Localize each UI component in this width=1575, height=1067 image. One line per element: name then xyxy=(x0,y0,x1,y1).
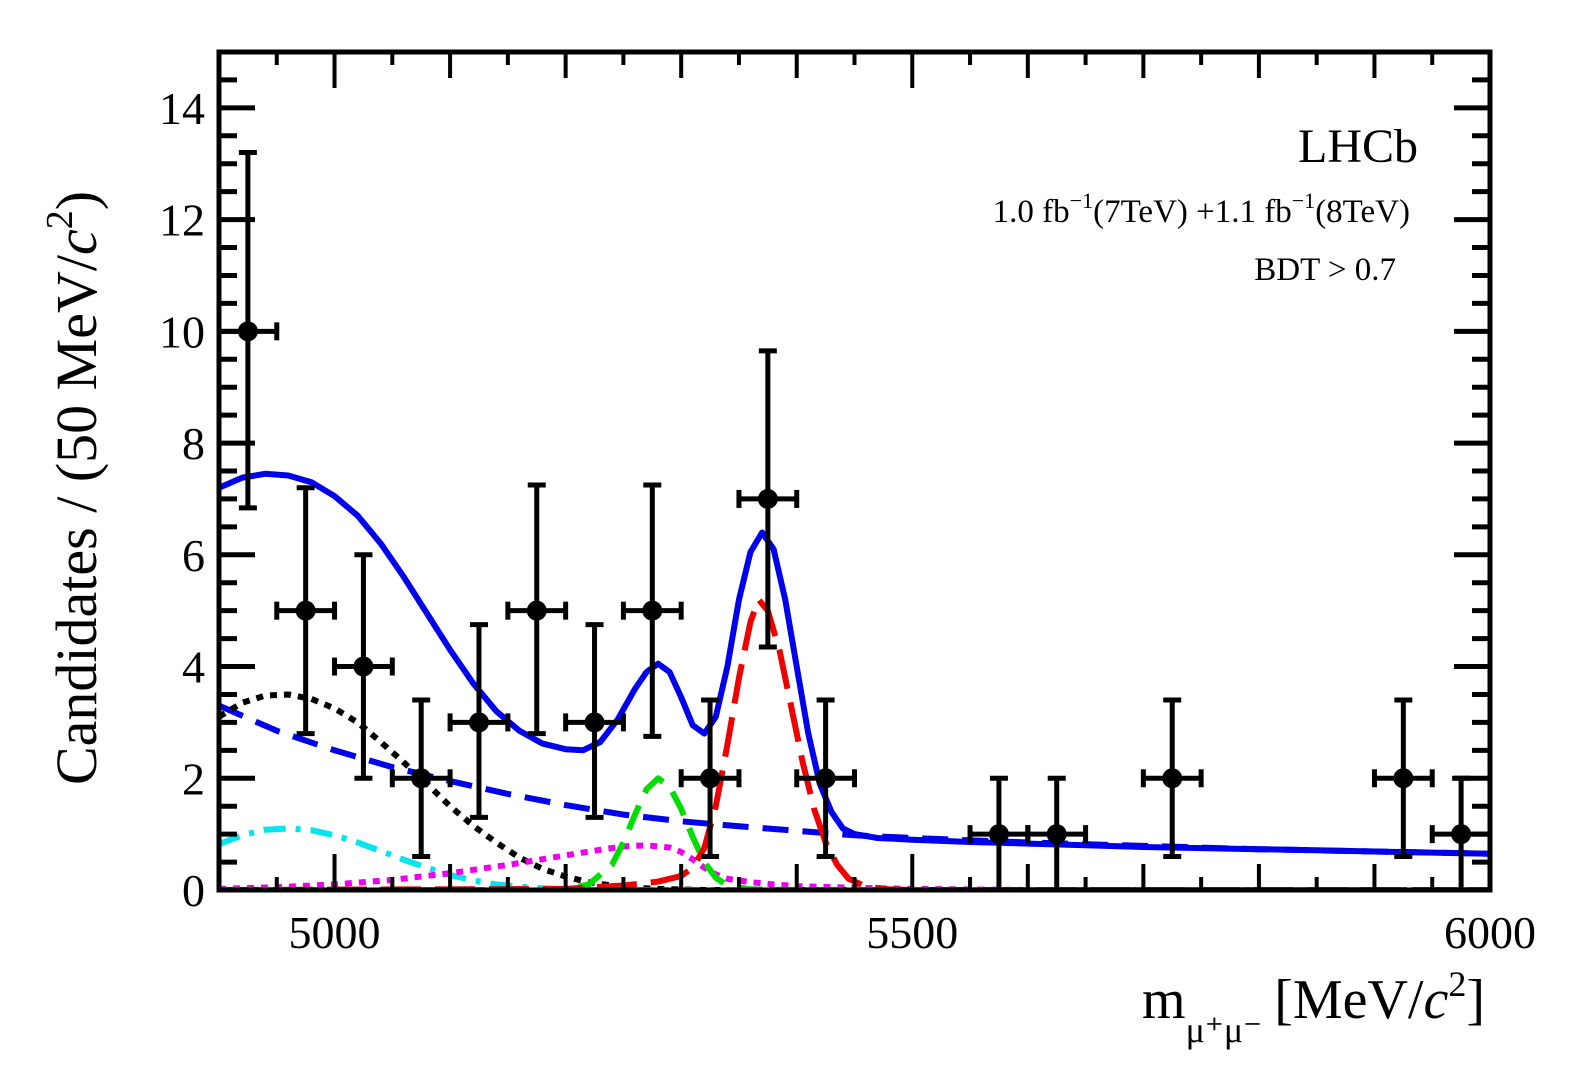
data-point xyxy=(389,697,453,859)
axis-ticks xyxy=(217,49,1492,893)
y-axis-title: Candidates / (50 MeV/c2) xyxy=(39,191,109,785)
data-marker xyxy=(295,600,316,621)
data-marker xyxy=(988,824,1009,845)
x-title-sup: 2 xyxy=(1448,964,1466,1004)
data-point xyxy=(1140,697,1204,859)
series-line-6 xyxy=(219,596,1490,890)
x-tick-label: 5500 xyxy=(866,907,958,958)
data-point xyxy=(620,482,684,739)
y-tick-label: 10 xyxy=(159,306,205,357)
data-marker xyxy=(757,488,778,509)
data-marker xyxy=(642,600,663,621)
series-line-4 xyxy=(219,842,1490,890)
data-point xyxy=(332,552,395,781)
y-tick-label: 14 xyxy=(159,83,205,134)
lumi-sup1: −1 xyxy=(1070,188,1093,213)
data-marker xyxy=(1046,824,1067,845)
x-title-main: m xyxy=(1142,969,1186,1031)
x-tick-labels: 5000 5500 6000 xyxy=(289,907,1536,958)
data-marker xyxy=(815,768,836,789)
y-title-sup: 2 xyxy=(39,210,81,229)
data-point xyxy=(736,348,800,650)
data-marker xyxy=(468,712,489,733)
x-title-sub: μ⁺μ⁻ xyxy=(1186,1010,1263,1050)
lumi-part3: (8TeV) xyxy=(1315,194,1410,230)
data-marker xyxy=(1162,768,1183,789)
x-tick-label: 5000 xyxy=(289,907,381,958)
y-title-end: ) xyxy=(44,191,109,210)
data-point xyxy=(794,697,857,859)
data-point xyxy=(678,697,742,859)
y-title-c: c xyxy=(44,229,109,255)
selection-label: BDT > 0.7 xyxy=(1254,252,1396,288)
experiment-label: LHCb xyxy=(1298,120,1418,173)
data-marker xyxy=(1451,824,1472,845)
fit-curves xyxy=(219,470,1490,890)
data-point xyxy=(967,775,1031,890)
x-axis-title: mμ⁺μ⁻ [MeV/c2] xyxy=(1142,964,1485,1050)
x-title-c: c xyxy=(1423,969,1448,1031)
luminosity-label: 1.0 fb−1(7TeV) +1.1 fb−1(8TeV) xyxy=(993,188,1410,230)
data-point xyxy=(1025,775,1089,890)
y-tick-labels: 0 2 4 6 8 10 12 14 xyxy=(159,83,205,916)
data-marker xyxy=(411,768,432,789)
y-tick-label: 6 xyxy=(182,530,205,581)
data-point xyxy=(563,622,626,820)
data-marker xyxy=(700,768,721,789)
x-tick-label: 6000 xyxy=(1444,907,1536,958)
data-marker xyxy=(1393,768,1414,789)
data-point xyxy=(274,485,338,737)
y-title-main: Candidates / (50 MeV/ xyxy=(44,254,109,785)
x-title-end: ] xyxy=(1466,969,1485,1031)
series-line-3 xyxy=(219,825,1490,890)
series-line-0 xyxy=(219,470,1490,857)
y-tick-label: 8 xyxy=(182,418,205,469)
y-tick-label: 4 xyxy=(182,642,205,693)
lumi-part2: (7TeV) +1.1 fb xyxy=(1093,194,1292,230)
y-tick-label: 12 xyxy=(159,195,205,246)
x-title-unit: [MeV/ xyxy=(1274,969,1424,1031)
data-marker xyxy=(584,712,605,733)
y-tick-label: 2 xyxy=(182,753,205,804)
data-marker xyxy=(353,656,374,677)
lumi-part1: 1.0 fb xyxy=(993,194,1070,230)
data-point xyxy=(1371,697,1435,859)
lumi-sup2: −1 xyxy=(1292,188,1315,213)
data-point xyxy=(505,482,569,737)
data-marker xyxy=(526,600,547,621)
y-tick-label: 0 xyxy=(182,865,205,916)
data-point xyxy=(447,622,511,820)
data-points xyxy=(216,150,1493,890)
